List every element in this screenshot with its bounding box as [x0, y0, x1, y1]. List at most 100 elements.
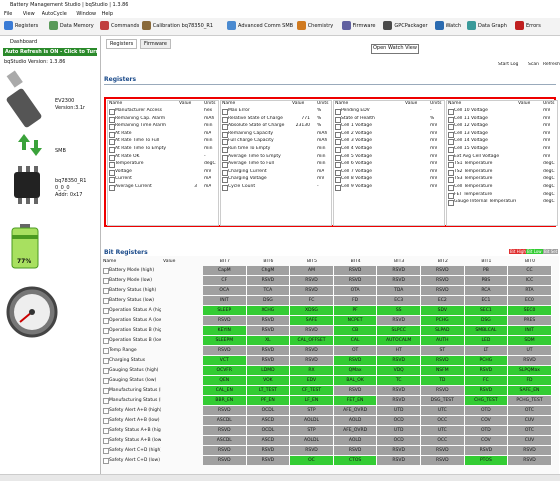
checkbox[interactable] — [335, 154, 341, 161]
checkbox[interactable] — [335, 177, 341, 184]
toolbar-button[interactable]: Data Memory — [59, 23, 94, 29]
checkbox[interactable] — [222, 177, 228, 184]
expand-toggle[interactable] — [103, 378, 109, 384]
checkbox[interactable] — [335, 139, 341, 146]
checkbox[interactable] — [448, 169, 454, 176]
menu-item[interactable]: Window — [76, 11, 97, 17]
expand-toggle[interactable] — [103, 418, 109, 424]
checkbox[interactable] — [222, 116, 228, 123]
toolbar-button[interactable]: GPCPackager — [394, 23, 428, 29]
expand-toggle[interactable] — [103, 278, 109, 284]
expand-toggle[interactable] — [103, 308, 109, 314]
menu-item[interactable]: Help — [101, 11, 113, 17]
toolbar-icon[interactable] — [141, 21, 151, 30]
expand-toggle[interactable] — [103, 388, 109, 394]
checkbox[interactable] — [109, 169, 115, 176]
expand-toggle[interactable] — [103, 398, 109, 404]
toolbar-icon[interactable] — [341, 21, 351, 30]
auto-refresh-bg[interactable] — [3, 48, 97, 56]
checkbox[interactable] — [109, 177, 115, 184]
checkbox[interactable] — [448, 131, 454, 138]
checkbox[interactable] — [335, 109, 341, 115]
checkbox[interactable] — [109, 154, 115, 161]
expand-toggle[interactable] — [103, 298, 109, 304]
expand-toggle[interactable] — [103, 268, 109, 274]
checkbox[interactable] — [222, 154, 228, 161]
tab[interactable]: Registers — [106, 39, 138, 49]
checkbox[interactable] — [448, 109, 454, 115]
toolbar-icon[interactable] — [296, 21, 306, 30]
checkbox[interactable] — [335, 162, 341, 169]
dashboard-tab[interactable]: Dashboard — [10, 39, 38, 45]
checkbox[interactable] — [109, 131, 115, 138]
toolbar-icon[interactable] — [4, 21, 13, 30]
checkbox[interactable] — [335, 116, 341, 123]
expand-toggle[interactable] — [103, 438, 109, 444]
checkbox[interactable] — [222, 109, 228, 115]
checkbox[interactable] — [109, 124, 115, 131]
checkbox[interactable] — [222, 147, 228, 153]
checkbox[interactable] — [335, 169, 341, 176]
toolbar-button[interactable]: Commands — [111, 23, 140, 29]
checkbox[interactable] — [335, 147, 341, 153]
checkbox[interactable] — [109, 147, 115, 153]
expand-toggle[interactable] — [103, 288, 109, 294]
expand-toggle[interactable] — [103, 338, 109, 344]
menu-item[interactable]: View — [22, 11, 35, 17]
toolbar-button[interactable]: Errors — [526, 23, 541, 29]
checkbox[interactable] — [448, 139, 454, 146]
toolbar-button[interactable]: Watch — [445, 23, 462, 29]
expand-toggle[interactable] — [103, 408, 109, 414]
toolbar-icon[interactable] — [467, 21, 476, 30]
toolbar-button[interactable]: Advanced Comm SMB — [238, 23, 294, 29]
toolbar-icon[interactable] — [100, 21, 109, 30]
toolbar-button[interactable]: Registers — [15, 23, 39, 29]
toolbar-button[interactable]: Firmware — [352, 23, 376, 29]
checkbox[interactable] — [222, 185, 228, 191]
expand-toggle[interactable] — [103, 318, 109, 324]
auto-refresh-text[interactable]: Auto Refresh is ON - Click to Turn OFF — [5, 49, 112, 55]
checkbox[interactable] — [109, 109, 115, 115]
expand-toggle[interactable] — [103, 348, 109, 354]
toolbar-icon[interactable] — [515, 21, 524, 30]
expand-toggle[interactable] — [103, 458, 109, 464]
expand-toggle[interactable] — [103, 358, 109, 364]
menu-item[interactable]: AutoCycle — [41, 11, 67, 17]
toolbar-button[interactable]: Chemistry — [307, 23, 334, 29]
checkbox[interactable] — [448, 124, 454, 131]
checkbox[interactable] — [448, 116, 454, 123]
checkbox[interactable] — [222, 162, 228, 169]
checkbox[interactable] — [448, 192, 454, 199]
action-button[interactable]: Scan — [528, 62, 539, 67]
expand-toggle[interactable] — [103, 368, 109, 374]
toolbar-icon[interactable] — [227, 21, 236, 30]
checkbox[interactable] — [448, 185, 454, 191]
checkbox[interactable] — [448, 154, 454, 161]
expand-toggle[interactable] — [103, 448, 109, 454]
checkbox[interactable] — [222, 131, 228, 138]
toolbar-button[interactable]: Calibration bq78350_R1 — [152, 23, 213, 29]
checkbox[interactable] — [448, 177, 454, 184]
checkbox[interactable] — [335, 131, 341, 138]
toolbar-icon[interactable] — [48, 21, 58, 30]
toolbar-icon[interactable] — [434, 21, 444, 30]
toolbar-icon[interactable] — [383, 21, 393, 30]
checkbox[interactable] — [222, 139, 228, 146]
checkbox[interactable] — [335, 124, 341, 131]
checkbox[interactable] — [448, 162, 454, 169]
checkbox[interactable] — [109, 162, 115, 169]
expand-toggle[interactable] — [103, 428, 109, 434]
action-button[interactable]: Refresh — [543, 62, 560, 67]
checkbox[interactable] — [448, 147, 454, 153]
menu-item[interactable]: File — [4, 11, 13, 17]
checkbox[interactable] — [335, 185, 341, 191]
checkbox[interactable] — [448, 200, 454, 207]
checkbox[interactable] — [222, 124, 228, 131]
action-button[interactable]: Start Log — [498, 62, 519, 67]
expand-toggle[interactable] — [103, 328, 109, 334]
checkbox[interactable] — [109, 185, 115, 191]
checkbox[interactable] — [109, 139, 115, 146]
checkbox[interactable] — [222, 169, 228, 176]
toolbar-button[interactable]: Data Graph — [478, 23, 507, 29]
tab[interactable]: Firmware — [140, 39, 171, 49]
